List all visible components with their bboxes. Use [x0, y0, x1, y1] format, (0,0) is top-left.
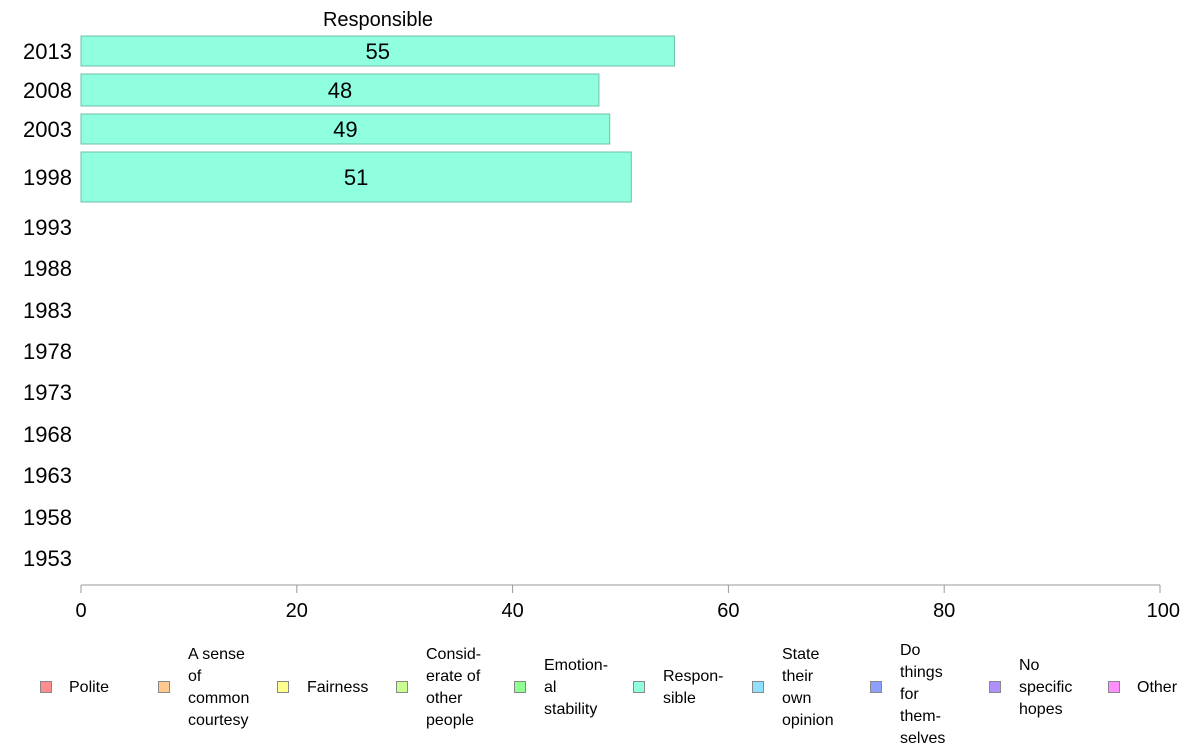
legend-label: Respon- sible	[663, 668, 724, 707]
legend-swatch	[989, 681, 1001, 693]
data-label: 49	[333, 117, 357, 142]
x-tick-label: 20	[286, 600, 308, 622]
legend-swatch	[633, 681, 645, 693]
bar	[80, 73, 600, 107]
legend-label: State their own opinion	[782, 646, 834, 729]
y-axis-labels: 2013 2008 2003 1998 1993 1988 1983 1978 1973 1968…	[23, 39, 72, 571]
legend-swatch	[277, 681, 289, 693]
x-axis: 0 20 40 60 80 100	[75, 584, 1180, 622]
legend-swatch	[40, 681, 52, 693]
legend-label: No specific hopes	[1019, 657, 1073, 718]
legend-swatch	[514, 681, 526, 693]
y-tick-label: 1953	[23, 546, 72, 571]
x-tick-label: 60	[717, 600, 739, 622]
legend-swatch	[870, 681, 882, 693]
y-tick-label: 1998	[23, 165, 72, 190]
x-tick-label: 40	[501, 600, 523, 622]
legend-swatch	[396, 681, 408, 693]
bar	[80, 35, 675, 67]
legend-label: Emotion- al stability	[544, 657, 609, 718]
legend-label: Other	[1137, 679, 1178, 696]
y-tick-label: 1973	[23, 380, 72, 405]
y-tick-label: 1978	[23, 339, 72, 364]
y-tick-label: 1983	[23, 298, 72, 323]
legend-swatch	[158, 681, 170, 693]
data-label: 55	[365, 39, 389, 64]
data-label: 48	[328, 78, 352, 103]
legend-label: A sense of common courtesy	[188, 646, 250, 729]
x-tick-label: 100	[1147, 600, 1180, 622]
y-tick-label: 2008	[23, 78, 72, 103]
y-tick-label: 1958	[23, 505, 72, 530]
x-tick-label: 0	[75, 600, 86, 622]
y-tick-label: 1968	[23, 422, 72, 447]
legend-label: Fairness	[307, 679, 369, 696]
y-tick-label: 1993	[23, 215, 72, 240]
legend-label: Consid- erate of other people	[426, 646, 482, 729]
bar	[80, 151, 632, 203]
y-tick-label: 1963	[23, 463, 72, 488]
chart-title: Responsible	[323, 9, 433, 31]
data-label: 51	[344, 165, 368, 190]
y-tick-label: 1988	[23, 256, 72, 281]
bars-layer: 55 48 49 51	[80, 35, 675, 203]
y-tick-label: 2003	[23, 117, 72, 142]
bar	[80, 113, 611, 145]
legend-swatch	[752, 681, 764, 693]
bar-chart: Responsible 55 48 49 51 2013 2008 2003 1998 199…	[23, 9, 1180, 622]
x-tick-label: 80	[933, 600, 955, 622]
legend-label: Polite	[69, 679, 110, 696]
legend-swatch	[1108, 681, 1120, 693]
legend-label: Do things for them- selves	[900, 642, 946, 747]
y-tick-label: 2013	[23, 39, 72, 64]
legend: Polite A sense of common courtesy Fairness…	[0, 640, 1188, 747]
